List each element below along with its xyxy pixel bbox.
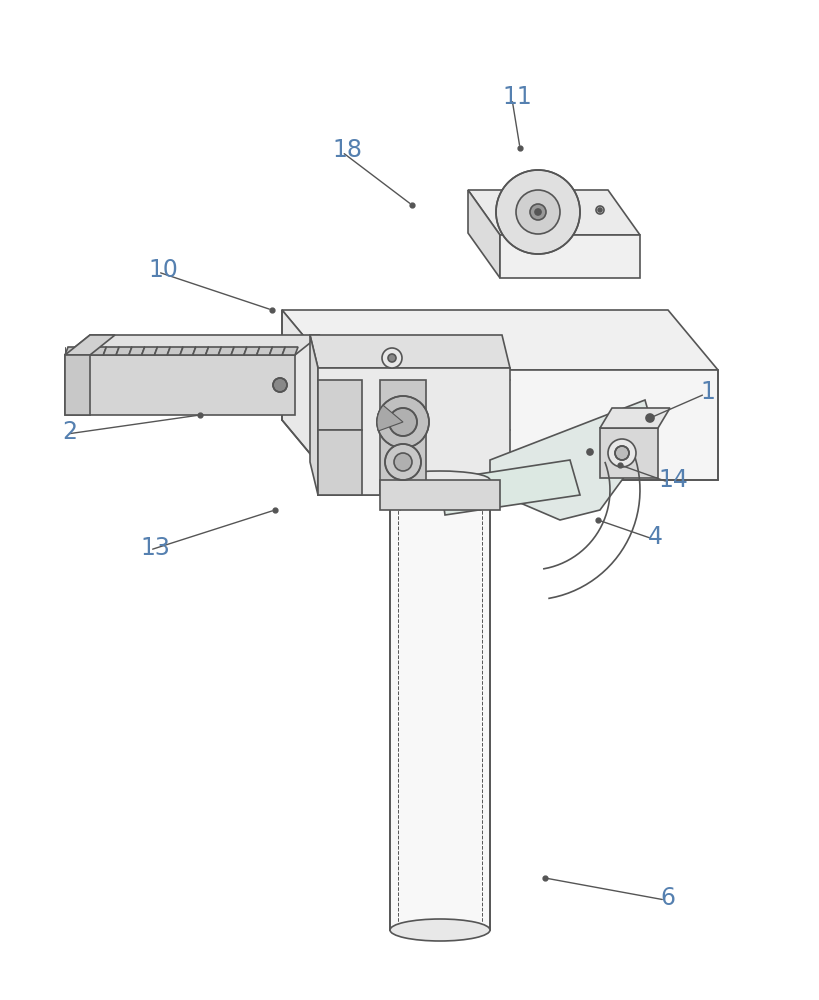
Circle shape	[586, 449, 592, 455]
Polygon shape	[65, 355, 90, 415]
Polygon shape	[310, 335, 509, 368]
Polygon shape	[154, 347, 170, 355]
Polygon shape	[243, 347, 260, 355]
Text: 6: 6	[659, 886, 674, 910]
Polygon shape	[65, 355, 295, 415]
Wedge shape	[377, 405, 402, 431]
Polygon shape	[65, 335, 115, 355]
Text: 1: 1	[699, 380, 714, 404]
Polygon shape	[379, 380, 426, 495]
Polygon shape	[231, 347, 247, 355]
Circle shape	[495, 170, 579, 254]
Polygon shape	[78, 347, 93, 355]
Polygon shape	[379, 480, 500, 510]
Polygon shape	[116, 347, 132, 355]
Polygon shape	[310, 335, 318, 495]
Polygon shape	[142, 347, 157, 355]
Circle shape	[607, 439, 636, 467]
Circle shape	[393, 453, 411, 471]
Polygon shape	[90, 347, 106, 355]
Polygon shape	[468, 190, 639, 235]
Text: 2: 2	[62, 420, 77, 444]
Circle shape	[388, 408, 417, 436]
Polygon shape	[192, 347, 208, 355]
Circle shape	[515, 190, 559, 234]
Text: 18: 18	[332, 138, 361, 162]
Text: 14: 14	[657, 468, 687, 492]
Polygon shape	[206, 347, 221, 355]
Polygon shape	[282, 347, 297, 355]
Ellipse shape	[390, 471, 490, 489]
Circle shape	[387, 354, 396, 362]
Circle shape	[377, 396, 428, 448]
Polygon shape	[167, 347, 183, 355]
Polygon shape	[256, 347, 272, 355]
Polygon shape	[282, 310, 717, 370]
Polygon shape	[600, 428, 657, 478]
Polygon shape	[180, 347, 196, 355]
Polygon shape	[129, 347, 144, 355]
Polygon shape	[500, 235, 639, 278]
Circle shape	[645, 414, 654, 422]
Text: 11: 11	[501, 85, 531, 109]
Text: 13: 13	[140, 536, 170, 560]
Circle shape	[597, 208, 601, 212]
Polygon shape	[269, 347, 285, 355]
Polygon shape	[318, 430, 361, 495]
Circle shape	[273, 378, 287, 392]
Polygon shape	[218, 347, 234, 355]
Circle shape	[529, 204, 545, 220]
Polygon shape	[65, 347, 81, 355]
Polygon shape	[332, 370, 717, 480]
Polygon shape	[468, 190, 500, 278]
Text: 10: 10	[147, 258, 178, 282]
Text: 4: 4	[647, 525, 663, 549]
Polygon shape	[440, 460, 579, 515]
Circle shape	[385, 444, 420, 480]
Polygon shape	[318, 380, 361, 430]
Ellipse shape	[390, 919, 490, 941]
Circle shape	[534, 209, 541, 215]
Polygon shape	[490, 400, 654, 520]
Polygon shape	[600, 408, 669, 428]
Polygon shape	[318, 368, 509, 495]
Polygon shape	[103, 347, 119, 355]
Polygon shape	[282, 310, 332, 480]
Circle shape	[614, 446, 628, 460]
Polygon shape	[390, 480, 490, 930]
Circle shape	[382, 348, 401, 368]
Polygon shape	[65, 335, 319, 355]
